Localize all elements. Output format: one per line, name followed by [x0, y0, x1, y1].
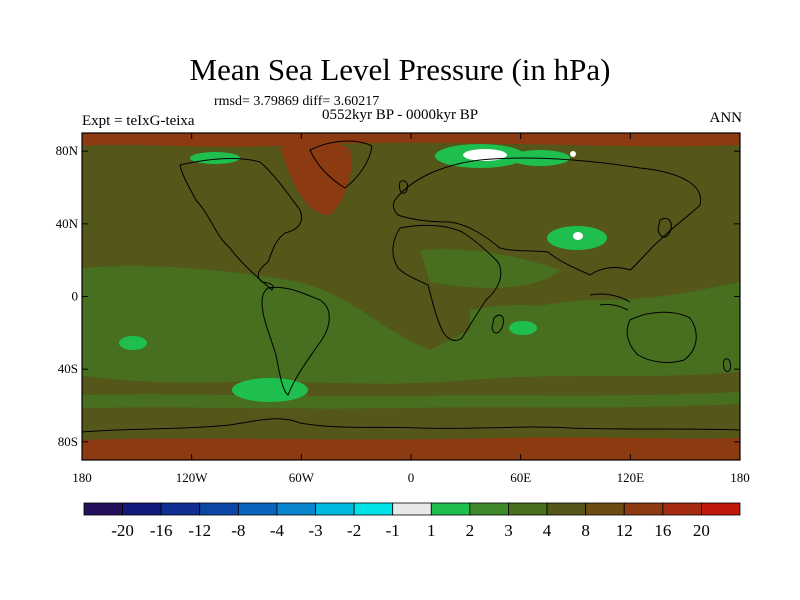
colorbar-label: -3: [308, 521, 322, 540]
arctic-white-spot: [463, 149, 507, 161]
south-america-green-spot: [232, 378, 308, 402]
colorbar-box: [83, 502, 123, 516]
australia-coast: [626, 311, 697, 363]
greenland-coast: [309, 140, 373, 189]
rmsd-diff-stats: rmsd= 3.79869 diff= 3.60217: [214, 94, 380, 109]
uk-coast: [399, 180, 408, 194]
pacific-green-patch: [420, 249, 560, 288]
longitude-labels: 180 120W 60W 0 60E 120E 180: [72, 470, 750, 485]
africa-coast: [392, 224, 502, 341]
tibet-white-spot: [573, 232, 583, 240]
colorbar-label: 4: [543, 521, 552, 540]
colorbar-box: [585, 502, 625, 516]
colorbar-label: 1: [427, 521, 436, 540]
colorbar-box: [662, 502, 702, 516]
lat-tick-label: 0: [72, 289, 79, 304]
coastlines: [82, 140, 740, 433]
japan-coast: [657, 217, 672, 238]
colorbar-box: [508, 502, 548, 516]
indonesia-coast: [589, 293, 631, 311]
colorbar-box: [276, 502, 316, 516]
lat-tick-label: 80S: [58, 434, 78, 449]
colorbar-label: -12: [188, 521, 211, 540]
east-siberia-white-spot: [570, 151, 576, 157]
madagascar-coast: [491, 314, 504, 334]
colorbar-box: [160, 502, 201, 516]
colorbar-label: -20: [111, 521, 134, 540]
north-red-strip: [82, 133, 740, 147]
arctic-red-band: [280, 138, 352, 215]
colorbar-label: 20: [693, 521, 710, 540]
colorbar-box: [122, 502, 162, 516]
north-america-coast: [179, 157, 303, 291]
colorbar-label: 16: [654, 521, 671, 540]
colorbar-box: [315, 502, 355, 516]
lon-tick-label: 180: [72, 470, 92, 485]
colorbar-label: 2: [466, 521, 475, 540]
colorbar-box: [546, 502, 587, 516]
antarctic-red-band: [82, 437, 740, 460]
colorbar-label: -1: [386, 521, 400, 540]
colorbar-box: [623, 502, 664, 516]
colorbar-box: [701, 502, 741, 516]
colorbar-box: [237, 502, 278, 516]
latitude-labels: 80N 40N 0 40S 80S: [56, 143, 79, 449]
season-label: ANN: [709, 110, 743, 126]
axis-ticks: [81, 133, 741, 460]
indian-green-spot: [509, 321, 537, 335]
colorbar-box: [392, 502, 432, 516]
tropical-green-band: [82, 265, 740, 384]
colorbar-label: 12: [616, 521, 633, 540]
lon-tick-label: 120E: [617, 470, 645, 485]
map-title: Mean Sea Level Pressure (in hPa): [189, 52, 611, 87]
lat-tick-label: 40N: [56, 216, 79, 231]
colorbar-box: [469, 502, 509, 516]
lon-tick-label: 60E: [510, 470, 531, 485]
south-america-coast: [261, 286, 330, 396]
experiment-label: Expt = teIxG-teixa: [82, 113, 195, 129]
lat-tick-label: 40S: [58, 361, 78, 376]
colorbar-label: -4: [270, 521, 285, 540]
lon-tick-label: 60W: [289, 470, 315, 485]
period-label: 0552kyr BP - 0000kyr BP: [322, 107, 479, 123]
colorbar-label: -8: [231, 521, 245, 540]
new-zealand-coast: [723, 358, 731, 373]
colorbar-label: -2: [347, 521, 361, 540]
lon-tick-label: 180: [730, 470, 750, 485]
colorbar-label: 8: [581, 521, 590, 540]
colorbar-labels: -20 -16 -12 -8 -4 -3 -2 -1 1 2 3 4 8 12 16 20: [111, 521, 710, 540]
lat-tick-label: 80N: [56, 143, 79, 158]
lon-tick-label: 120W: [176, 470, 209, 485]
colorbar-label: 3: [504, 521, 513, 540]
colorbar-label: -16: [150, 521, 173, 540]
colorbar-box: [199, 502, 239, 516]
colorbar-box: [430, 502, 471, 516]
pacific-green-spot: [119, 336, 147, 350]
europe-asia-coast: [392, 157, 702, 276]
indian-green-patch: [470, 305, 620, 345]
antarctica-coast: [82, 418, 740, 433]
pressure-field: [82, 133, 740, 460]
lon-tick-label: 0: [408, 470, 415, 485]
colorbar: [83, 502, 741, 516]
colorbar-box: [353, 502, 394, 516]
